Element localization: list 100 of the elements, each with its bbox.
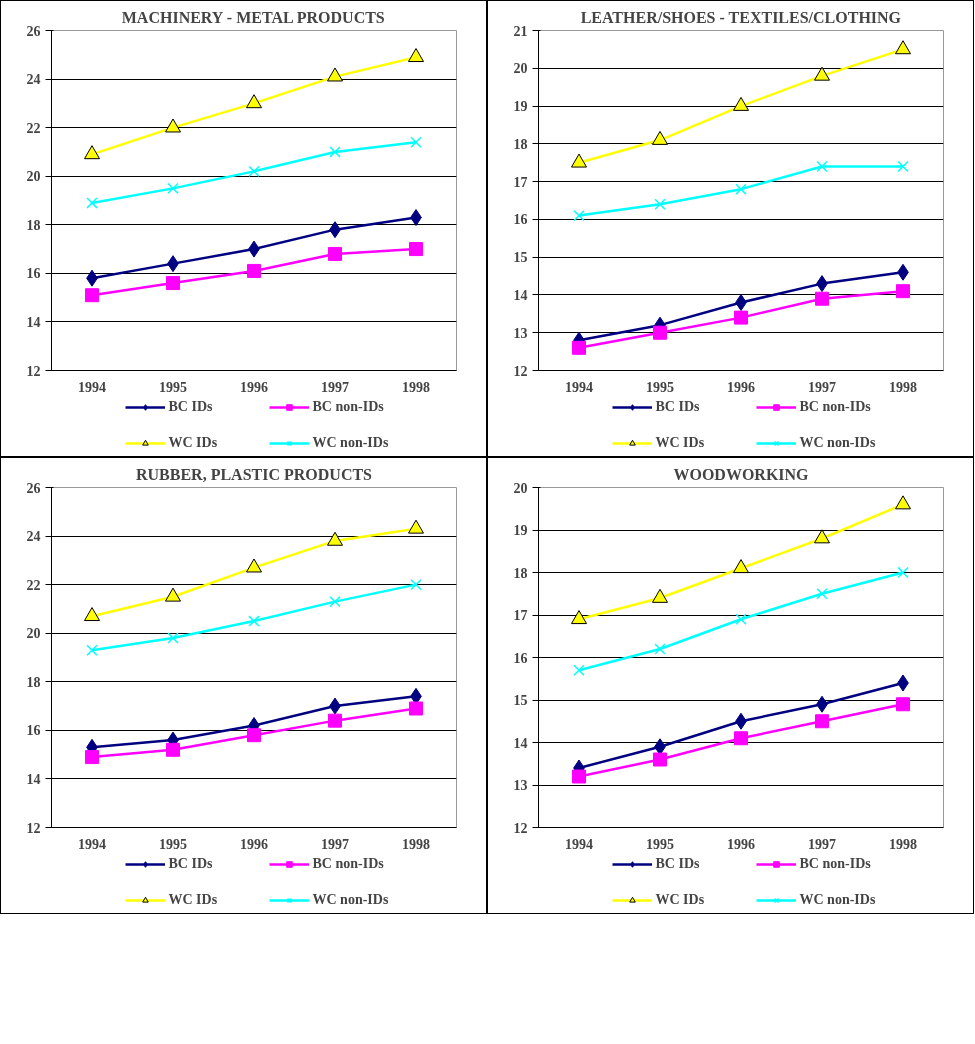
chart-title: LEATHER/SHOES - TEXTILES/CLOTHING [580, 8, 902, 26]
point [654, 198, 666, 210]
y-tick-label: 20 [513, 61, 528, 77]
legend-label: WC IDs [168, 435, 219, 451]
point [327, 67, 343, 82]
point [733, 96, 749, 111]
y-tick-label: 12 [513, 820, 528, 836]
legend-label: WC non-IDs [312, 435, 390, 451]
y-tick-label: 18 [513, 136, 528, 152]
point [653, 325, 667, 340]
point [166, 276, 180, 291]
point [571, 153, 587, 168]
legend-label: BC IDs [655, 856, 701, 872]
legend-label: WC non-IDs [312, 892, 390, 908]
x-tick-label: 1996 [240, 379, 268, 395]
x-tick-label: 1994 [78, 836, 106, 852]
point [86, 644, 98, 656]
y-tick-label: 12 [513, 363, 528, 379]
point [734, 731, 748, 746]
point [816, 160, 828, 173]
y-tick-label: 19 [513, 99, 528, 115]
point [573, 209, 585, 222]
y-tick-label: 18 [513, 565, 528, 581]
point [897, 566, 909, 579]
point [167, 632, 179, 644]
x-tick-label: 1998 [402, 836, 430, 852]
legend-label: BC IDs [168, 856, 214, 872]
y-tick-label: 17 [513, 174, 528, 190]
y-tick-label: 16 [513, 212, 528, 228]
point [573, 664, 585, 676]
point [408, 519, 424, 534]
y-tick-label: 12 [26, 820, 41, 836]
y-tick-label: 16 [26, 266, 41, 282]
y-tick-label: 14 [513, 287, 528, 303]
y-tick-label: 20 [26, 626, 41, 642]
point [896, 697, 910, 712]
y-tick-label: 22 [26, 577, 41, 593]
point [652, 130, 668, 145]
point [329, 595, 341, 608]
y-tick-label: 12 [26, 363, 41, 379]
point [408, 48, 424, 63]
y-tick-label: 19 [513, 523, 528, 538]
legend-label: BC IDs [168, 399, 214, 415]
point [410, 209, 422, 226]
point [654, 643, 666, 655]
y-tick-label: 24 [26, 529, 41, 545]
y-tick-label: 20 [513, 480, 528, 496]
point [816, 588, 828, 600]
point [572, 769, 586, 784]
legend-label: BC non-IDs [312, 399, 385, 415]
x-tick-label: 1995 [646, 379, 674, 395]
point [815, 714, 829, 729]
y-tick-label: 13 [513, 778, 528, 793]
point [328, 713, 342, 728]
x-tick-label: 1996 [727, 836, 755, 852]
y-tick-label: 14 [26, 771, 41, 787]
point [84, 607, 100, 622]
point [86, 197, 98, 209]
y-tick-label: 22 [26, 120, 41, 136]
point [85, 288, 99, 303]
x-tick-label: 1998 [889, 836, 917, 852]
y-tick-label: 14 [513, 735, 528, 751]
x-tick-label: 1994 [565, 379, 593, 395]
point [410, 578, 422, 591]
y-tick-label: 16 [26, 723, 41, 739]
legend-label: BC non-IDs [799, 856, 872, 872]
x-tick-label: 1998 [889, 379, 917, 395]
legend-label: WC IDs [655, 892, 706, 908]
legend-label: WC IDs [168, 892, 219, 908]
y-tick-label: 14 [26, 314, 41, 330]
point [328, 246, 342, 261]
legend-label: BC non-IDs [312, 856, 385, 872]
point [247, 263, 261, 278]
point [85, 750, 99, 765]
point [247, 728, 261, 743]
point [409, 701, 423, 716]
point [409, 242, 423, 257]
x-tick-label: 1997 [321, 379, 349, 395]
point [165, 118, 181, 133]
point [653, 752, 667, 767]
point [896, 284, 910, 299]
legend-label: WC non-IDs [799, 435, 877, 451]
legend-label: WC non-IDs [799, 892, 877, 908]
y-tick-label: 17 [513, 608, 528, 623]
point [735, 183, 747, 195]
x-tick-label: 1995 [159, 836, 187, 852]
x-tick-label: 1996 [240, 836, 268, 852]
point [165, 587, 181, 602]
chart-title: WOODWORKING [673, 465, 810, 483]
legend-label: WC IDs [655, 435, 706, 451]
x-tick-label: 1995 [646, 836, 674, 852]
point [246, 558, 262, 573]
x-tick-label: 1997 [321, 836, 349, 852]
point [733, 559, 749, 574]
point [248, 165, 260, 178]
y-tick-label: 18 [26, 217, 41, 233]
point [329, 146, 341, 158]
point [84, 145, 100, 160]
point [167, 182, 179, 195]
x-tick-label: 1997 [808, 379, 836, 395]
